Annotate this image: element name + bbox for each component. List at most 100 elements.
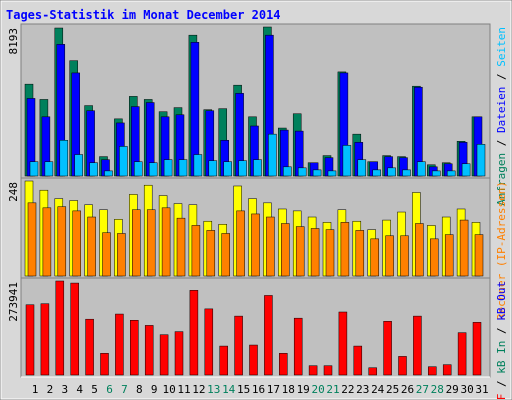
bar bbox=[102, 232, 111, 277]
y-tick-label: 248 bbox=[7, 182, 20, 202]
bar bbox=[264, 295, 273, 376]
bar bbox=[59, 140, 69, 177]
x-tick-label: 28 bbox=[431, 383, 444, 396]
x-tick-label: 23 bbox=[356, 383, 369, 396]
bar bbox=[208, 160, 218, 177]
bar bbox=[400, 235, 409, 277]
x-tick-label: 15 bbox=[237, 383, 250, 396]
x-tick-label: 21 bbox=[326, 383, 339, 396]
bar bbox=[385, 235, 394, 277]
bar bbox=[266, 216, 275, 277]
x-tick-label: 3 bbox=[61, 383, 68, 396]
y-tick-label: 273941 bbox=[7, 282, 20, 322]
bar bbox=[442, 364, 452, 376]
bar bbox=[174, 331, 184, 376]
bar bbox=[144, 325, 154, 376]
x-tick-label: 9 bbox=[151, 383, 158, 396]
bar bbox=[342, 145, 352, 177]
bar bbox=[223, 161, 232, 177]
y-tick-label: 8193 bbox=[7, 28, 20, 55]
bar bbox=[398, 356, 407, 376]
x-tick-label: 13 bbox=[207, 383, 220, 396]
x-tick-label: 11 bbox=[177, 383, 190, 396]
legend-separator: / bbox=[495, 374, 508, 394]
bar bbox=[372, 169, 381, 177]
x-tick-label: 6 bbox=[106, 383, 113, 396]
x-tick-label: 20 bbox=[311, 383, 324, 396]
bar bbox=[461, 163, 471, 177]
x-tick-label: 31 bbox=[475, 383, 488, 396]
bar bbox=[193, 154, 203, 177]
bar bbox=[42, 207, 52, 277]
bar bbox=[459, 219, 469, 277]
bar bbox=[219, 345, 228, 376]
x-tick-label: 12 bbox=[192, 383, 205, 396]
bar bbox=[251, 213, 260, 277]
x-tick-label: 1 bbox=[32, 383, 39, 396]
x-tick-label: 27 bbox=[416, 383, 429, 396]
legend: kB F / kB In / kB Out bbox=[495, 281, 508, 400]
bar bbox=[25, 304, 35, 376]
bar bbox=[27, 202, 37, 277]
bar bbox=[430, 238, 439, 277]
x-tick-label: 8 bbox=[136, 383, 143, 396]
bar bbox=[474, 234, 484, 277]
bar bbox=[402, 169, 411, 177]
bar bbox=[87, 216, 96, 277]
bar bbox=[368, 367, 377, 376]
x-tick-label: 18 bbox=[282, 383, 295, 396]
bar bbox=[415, 223, 424, 277]
bar bbox=[189, 290, 199, 376]
bar bbox=[413, 315, 422, 376]
bar bbox=[297, 167, 307, 177]
bar bbox=[383, 321, 392, 376]
x-tick-label: 30 bbox=[460, 383, 473, 396]
legend-entry: Rechner (IP-Adressen) bbox=[495, 181, 508, 320]
bar bbox=[44, 161, 54, 177]
bar bbox=[446, 170, 456, 177]
bar bbox=[323, 365, 333, 376]
bar bbox=[327, 170, 337, 177]
bar bbox=[444, 234, 454, 277]
bar bbox=[338, 311, 348, 376]
bar bbox=[387, 167, 396, 177]
bar bbox=[191, 225, 201, 277]
bar bbox=[206, 230, 216, 277]
bar bbox=[57, 206, 67, 277]
bar bbox=[249, 344, 258, 376]
x-tick-label: 24 bbox=[371, 383, 385, 396]
bar bbox=[428, 366, 437, 376]
bar bbox=[457, 332, 467, 376]
bar bbox=[417, 161, 426, 177]
bar bbox=[100, 353, 109, 376]
bar bbox=[234, 315, 243, 376]
x-tick-label: 17 bbox=[267, 383, 280, 396]
bar bbox=[312, 169, 322, 177]
bar bbox=[268, 133, 277, 177]
bar bbox=[279, 353, 288, 376]
bar bbox=[432, 170, 441, 177]
bar bbox=[161, 207, 171, 277]
bar bbox=[119, 146, 128, 177]
bar bbox=[115, 313, 124, 376]
legend-entry: Dateien bbox=[495, 87, 508, 133]
bar bbox=[85, 318, 94, 376]
x-tick-label: 22 bbox=[341, 383, 354, 396]
x-tick-label: 29 bbox=[446, 383, 459, 396]
bar bbox=[72, 210, 81, 277]
bar bbox=[370, 238, 379, 277]
bar bbox=[204, 308, 214, 376]
bar bbox=[89, 162, 98, 177]
bar bbox=[176, 217, 186, 277]
x-tick-label: 14 bbox=[222, 383, 236, 396]
bar bbox=[355, 230, 365, 277]
bar bbox=[132, 209, 141, 277]
bar bbox=[159, 334, 169, 376]
legend: Anfragen / Dateien / Seiten bbox=[495, 27, 508, 206]
bar bbox=[104, 170, 113, 177]
bar bbox=[308, 365, 318, 376]
bar bbox=[476, 144, 486, 177]
legend-entry: kB In bbox=[495, 341, 508, 374]
